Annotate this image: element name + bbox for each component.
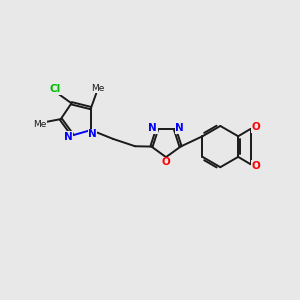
Text: N: N (64, 132, 73, 142)
Text: Cl: Cl (50, 84, 61, 94)
Text: N: N (175, 123, 184, 133)
Text: N: N (148, 123, 157, 133)
Text: O: O (162, 157, 170, 167)
Text: Me: Me (33, 120, 46, 129)
Text: Me: Me (91, 84, 104, 93)
Text: N: N (88, 130, 97, 140)
Text: O: O (251, 161, 260, 171)
Text: O: O (251, 122, 260, 132)
